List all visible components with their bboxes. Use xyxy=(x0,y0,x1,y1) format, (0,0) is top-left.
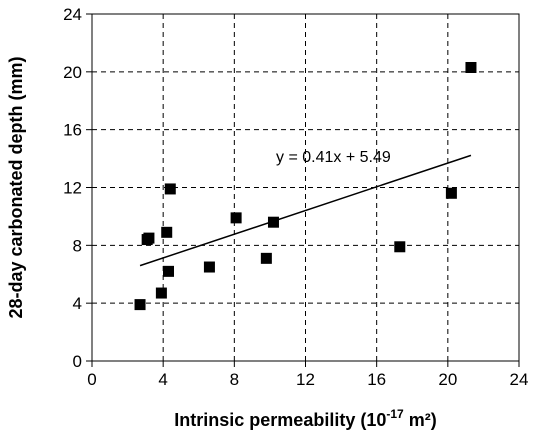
y-tick-label: 4 xyxy=(73,294,82,313)
data-point xyxy=(134,299,146,311)
x-tick-label: 12 xyxy=(296,370,315,389)
x-tick-label: 20 xyxy=(438,370,457,389)
data-point xyxy=(445,187,457,199)
y-tick-label: 24 xyxy=(63,5,82,24)
data-point xyxy=(163,265,175,277)
y-tick-label: 20 xyxy=(63,63,82,82)
gridlines xyxy=(92,14,519,361)
data-point xyxy=(394,241,406,253)
data-point xyxy=(164,183,176,195)
data-point xyxy=(155,287,167,299)
x-axis-title-main: Intrinsic permeability (10 xyxy=(174,410,386,430)
y-tick-label: 0 xyxy=(73,352,82,371)
y-tick-label: 16 xyxy=(63,121,82,140)
x-tick-label: 4 xyxy=(158,370,167,389)
x-tick-label: 8 xyxy=(230,370,239,389)
axis-ticks xyxy=(86,13,520,367)
data-point xyxy=(203,261,215,273)
data-point xyxy=(230,212,242,224)
x-tick-label: 16 xyxy=(367,370,386,389)
trendline-equation: y = 0.41x + 5.49 xyxy=(276,149,391,166)
data-point xyxy=(161,226,173,238)
y-tick-label: 12 xyxy=(63,179,82,198)
trendline xyxy=(139,154,472,267)
y-tick-label: 8 xyxy=(73,236,82,255)
x-axis-title-exponent: -17 xyxy=(386,407,404,421)
data-point xyxy=(143,232,155,244)
data-point xyxy=(260,252,272,264)
tick-labels: 0 4 8 12 16 20 24 0 4 8 12 16 20 24 xyxy=(63,5,528,389)
data-point xyxy=(465,61,477,73)
x-tick-label: 0 xyxy=(87,370,96,389)
data-points xyxy=(134,61,477,311)
x-axis-title-unit: m²) xyxy=(404,410,437,430)
y-axis-title: 28-day carbonated depth (mm) xyxy=(6,56,26,318)
data-point xyxy=(267,216,279,228)
x-axis-title: Intrinsic permeability (10-17 m²) xyxy=(174,407,436,430)
x-tick-label: 24 xyxy=(510,370,529,389)
